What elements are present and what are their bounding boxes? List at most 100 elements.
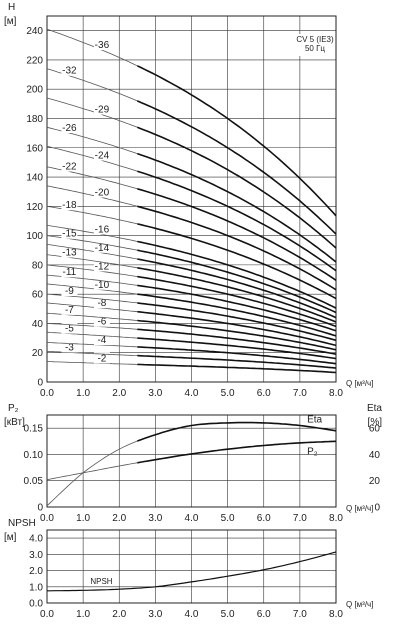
x-tick-label: 1.0 <box>76 513 90 524</box>
series-label-bg <box>61 322 78 334</box>
head-curve-stage29 <box>46 97 138 128</box>
head-panel: 0.0 1.0 2.0 3.0 4.0 5.0 6.0 7.0 8.0 0 20 40 60 80 100 1… <box>4 2 373 399</box>
series-label-bg <box>93 186 110 198</box>
head-curve-stage10 <box>46 283 138 295</box>
series-label: -20 <box>95 188 110 199</box>
head-curve-stage6 <box>46 323 138 330</box>
head-curve-stage13-operating <box>137 267 337 323</box>
series-label: -13 <box>62 248 77 259</box>
y2-tick-label: 60 <box>369 424 381 435</box>
head-curve-stage16-operating <box>137 240 337 309</box>
y-tick-label: 100 <box>26 231 43 242</box>
series-label-bg <box>61 303 78 315</box>
y-tick-label: 0.15 <box>24 424 44 435</box>
head-curve-stage36 <box>46 28 138 67</box>
head-curve-stage26-operating <box>137 152 337 263</box>
x-tick-label: 1.0 <box>76 609 90 620</box>
y-axis-label: NPSH <box>8 518 36 529</box>
y-axis-unit: [кВт] <box>4 417 25 428</box>
x-tick-label: 8.0 <box>329 513 343 524</box>
eta-curve-operating <box>137 421 337 442</box>
head-curve-stage4 <box>46 342 138 348</box>
series-label: -3 <box>65 342 74 353</box>
series-label: -32 <box>62 66 77 77</box>
y-tick-label: 20 <box>32 348 44 359</box>
series-label: -24 <box>95 151 110 162</box>
y-tick-label: 0.0 <box>29 599 43 610</box>
head-curve-stage7-operating <box>137 319 337 351</box>
series-label: -5 <box>65 324 74 335</box>
series-label: -26 <box>62 123 77 134</box>
y-tick-label: 240 <box>26 26 43 37</box>
x-tick-label: 2.0 <box>112 388 126 399</box>
x-tick-label: 8.0 <box>329 388 343 399</box>
series-label: -15 <box>62 229 77 240</box>
series-label: -36 <box>95 40 110 51</box>
head-curve-stage11-operating <box>137 284 337 332</box>
y-tick-label: 80 <box>32 260 44 271</box>
series-label-bg <box>93 260 110 272</box>
plot-frame <box>46 529 337 604</box>
y-tick-label: 0.05 <box>24 476 44 487</box>
series-label: -4 <box>97 335 106 346</box>
series-label-bg <box>93 39 110 51</box>
y-axis-unit: [м] <box>4 16 17 27</box>
head-curve-stage36-operating <box>136 65 337 217</box>
x-tick-label: 4.0 <box>185 388 199 399</box>
head-curve-stage4-operating <box>137 346 337 365</box>
head-curve-stage5-operating <box>137 337 337 360</box>
head-curve-stage24-operating <box>137 170 337 272</box>
y-axis-label: H <box>8 2 15 13</box>
annotation-box <box>296 34 334 56</box>
x-tick-label: 5.0 <box>221 609 235 620</box>
series-label-bg <box>93 223 110 235</box>
x-axis-label: Q [м³/ч] <box>346 600 373 609</box>
x-tick-label: 7.0 <box>293 609 307 620</box>
x-tick-label: 2.0 <box>112 513 126 524</box>
y-tick-label: 2.0 <box>29 566 43 577</box>
head-curve-stage5 <box>46 331 138 339</box>
x-tick-label: 7.0 <box>293 388 307 399</box>
head-curve-stage11 <box>46 274 138 286</box>
series-label: -12 <box>95 261 110 272</box>
head-curve-stage9-operating <box>137 302 337 342</box>
y-axis-label: P₂ <box>8 403 19 414</box>
x-tick-label: 6.0 <box>257 609 271 620</box>
head-curve-stage32-operating <box>136 100 337 235</box>
x-tick-label: 0.0 <box>40 388 54 399</box>
series-label: -2 <box>97 353 106 364</box>
series-label: -8 <box>97 298 106 309</box>
y-tick-label: 140 <box>26 173 43 184</box>
series-label-bg <box>61 285 78 297</box>
series-label-bg <box>61 199 78 211</box>
y-tick-label: 220 <box>26 55 43 66</box>
series-label-bg <box>61 266 78 278</box>
series-label: Eta <box>307 414 322 425</box>
head-curve-stage3-operating <box>137 354 337 369</box>
annotation-text: CV 5 (IE3) <box>296 35 334 44</box>
series-label-bg <box>93 334 110 346</box>
x-tick-label: 0.0 <box>40 609 54 620</box>
series-label-bg <box>61 122 78 134</box>
series-label-bg <box>61 227 78 239</box>
annotation-text: 50 Гц <box>305 44 325 53</box>
x-axis-label: Q [м³/ч] <box>346 504 373 513</box>
series-label: -14 <box>95 243 110 254</box>
y-tick-label: 40 <box>32 319 44 330</box>
head-curve-stage22-operating <box>137 188 337 281</box>
x-axis-label: Q [м³/ч] <box>346 379 373 388</box>
head-curve-stage6-operating <box>137 328 337 355</box>
y2-tick-label: 0 <box>374 503 380 514</box>
plot-frame <box>46 15 337 383</box>
y2-axis-unit: [%] <box>368 417 383 428</box>
y-tick-label: 200 <box>26 85 43 96</box>
series-label: -29 <box>95 105 110 116</box>
x-tick-label: 3.0 <box>148 388 162 399</box>
head-curve-stage15 <box>46 235 138 251</box>
x-tick-label: 2.0 <box>112 609 126 620</box>
head-curve-stage8-operating <box>137 310 337 347</box>
series-label-bg <box>61 341 78 353</box>
x-tick-label: 5.0 <box>221 388 235 399</box>
y-tick-label: 4.0 <box>29 534 43 545</box>
